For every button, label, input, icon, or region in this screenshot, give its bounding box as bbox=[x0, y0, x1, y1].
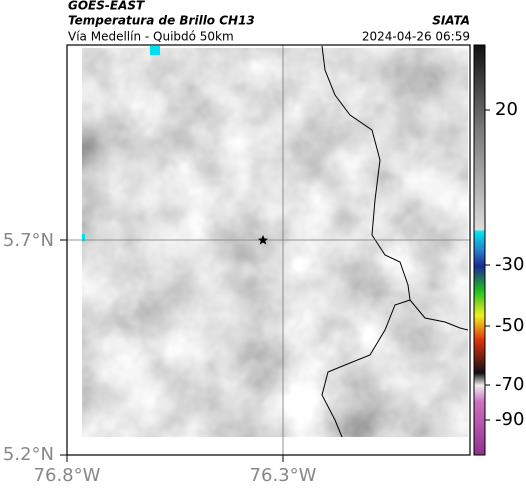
colorbar-label: -30 bbox=[495, 254, 524, 275]
colorbar-label: -70 bbox=[495, 374, 524, 395]
title: GOES-EAST bbox=[68, 0, 145, 13]
colorbar-label: -90 bbox=[495, 409, 524, 430]
y-label: 5.7°N bbox=[3, 230, 54, 251]
cold-spot bbox=[82, 234, 85, 241]
subtitle: Temperatura de Brillo CH13 bbox=[68, 14, 255, 28]
colorbar-ticks bbox=[485, 109, 490, 421]
map-frame bbox=[66, 44, 471, 456]
x-label: 76.3°W bbox=[250, 465, 317, 486]
colorbar bbox=[473, 44, 486, 456]
colorbar-label: -50 bbox=[495, 315, 524, 336]
timestamp: 2024-04-26 06:59 bbox=[362, 30, 470, 44]
y-label: 5.2°N bbox=[3, 444, 54, 465]
satellite-image bbox=[82, 48, 468, 437]
location-star bbox=[258, 235, 268, 245]
colorbar-label: 20 bbox=[495, 99, 518, 120]
border-line bbox=[321, 45, 469, 438]
route: Vía Medellín - Quibdó 50km bbox=[68, 30, 234, 44]
cold-spot bbox=[150, 46, 160, 55]
source: SIATA bbox=[432, 14, 470, 28]
x-label: 76.8°W bbox=[34, 465, 101, 486]
